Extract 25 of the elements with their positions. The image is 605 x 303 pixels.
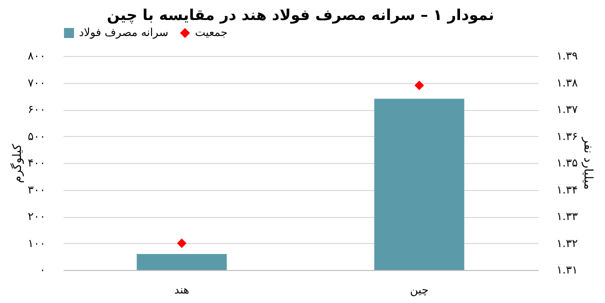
y-tick-label: ۴۰۰ bbox=[28, 156, 46, 170]
y2-tick-label: ۱.۳۱ bbox=[556, 264, 578, 276]
y2-tick-label: ۱.۳۵ bbox=[556, 156, 578, 170]
y-tick-label: ۵۰۰ bbox=[28, 130, 46, 143]
y-tick-label: ۶۰۰ bbox=[28, 103, 46, 116]
y-tick-label: ۰ bbox=[40, 264, 46, 276]
y-axis-title: کیلوگرم bbox=[10, 144, 24, 184]
legend-label: جمعیت bbox=[195, 26, 228, 39]
y2-tick-label: ۱.۳۲ bbox=[556, 236, 578, 250]
y2-tick-label: ۱.۳۷ bbox=[556, 103, 578, 116]
y-tick-label: ۳۰۰ bbox=[28, 183, 46, 196]
y-tick-label: ۷۰۰ bbox=[28, 76, 46, 90]
y2-tick-label: ۱.۳۹ bbox=[556, 50, 578, 62]
legend-label: سرانه مصرف فولاد bbox=[79, 26, 168, 39]
y-tick-label: ۱۰۰ bbox=[28, 236, 46, 250]
y2-axis-title: میلیارد نفر bbox=[582, 136, 596, 190]
x-tick-label: چین bbox=[410, 284, 428, 296]
y2-tick-label: ۱.۳۳ bbox=[556, 210, 578, 223]
x-tick-label: هند bbox=[174, 284, 190, 296]
chart-title: نمودار ۱ – سرانه مصرف فولاد هند در مقایسه با چین bbox=[106, 6, 494, 24]
y-tick-label: ۸۰۰ bbox=[28, 50, 46, 62]
y2-tick-label: ۱.۳۶ bbox=[556, 130, 578, 143]
y-tick-label: ۲۰۰ bbox=[28, 210, 46, 223]
y2-tick-label: ۱.۳۸ bbox=[556, 76, 578, 90]
y2-tick-label: ۱.۳۴ bbox=[556, 183, 578, 196]
